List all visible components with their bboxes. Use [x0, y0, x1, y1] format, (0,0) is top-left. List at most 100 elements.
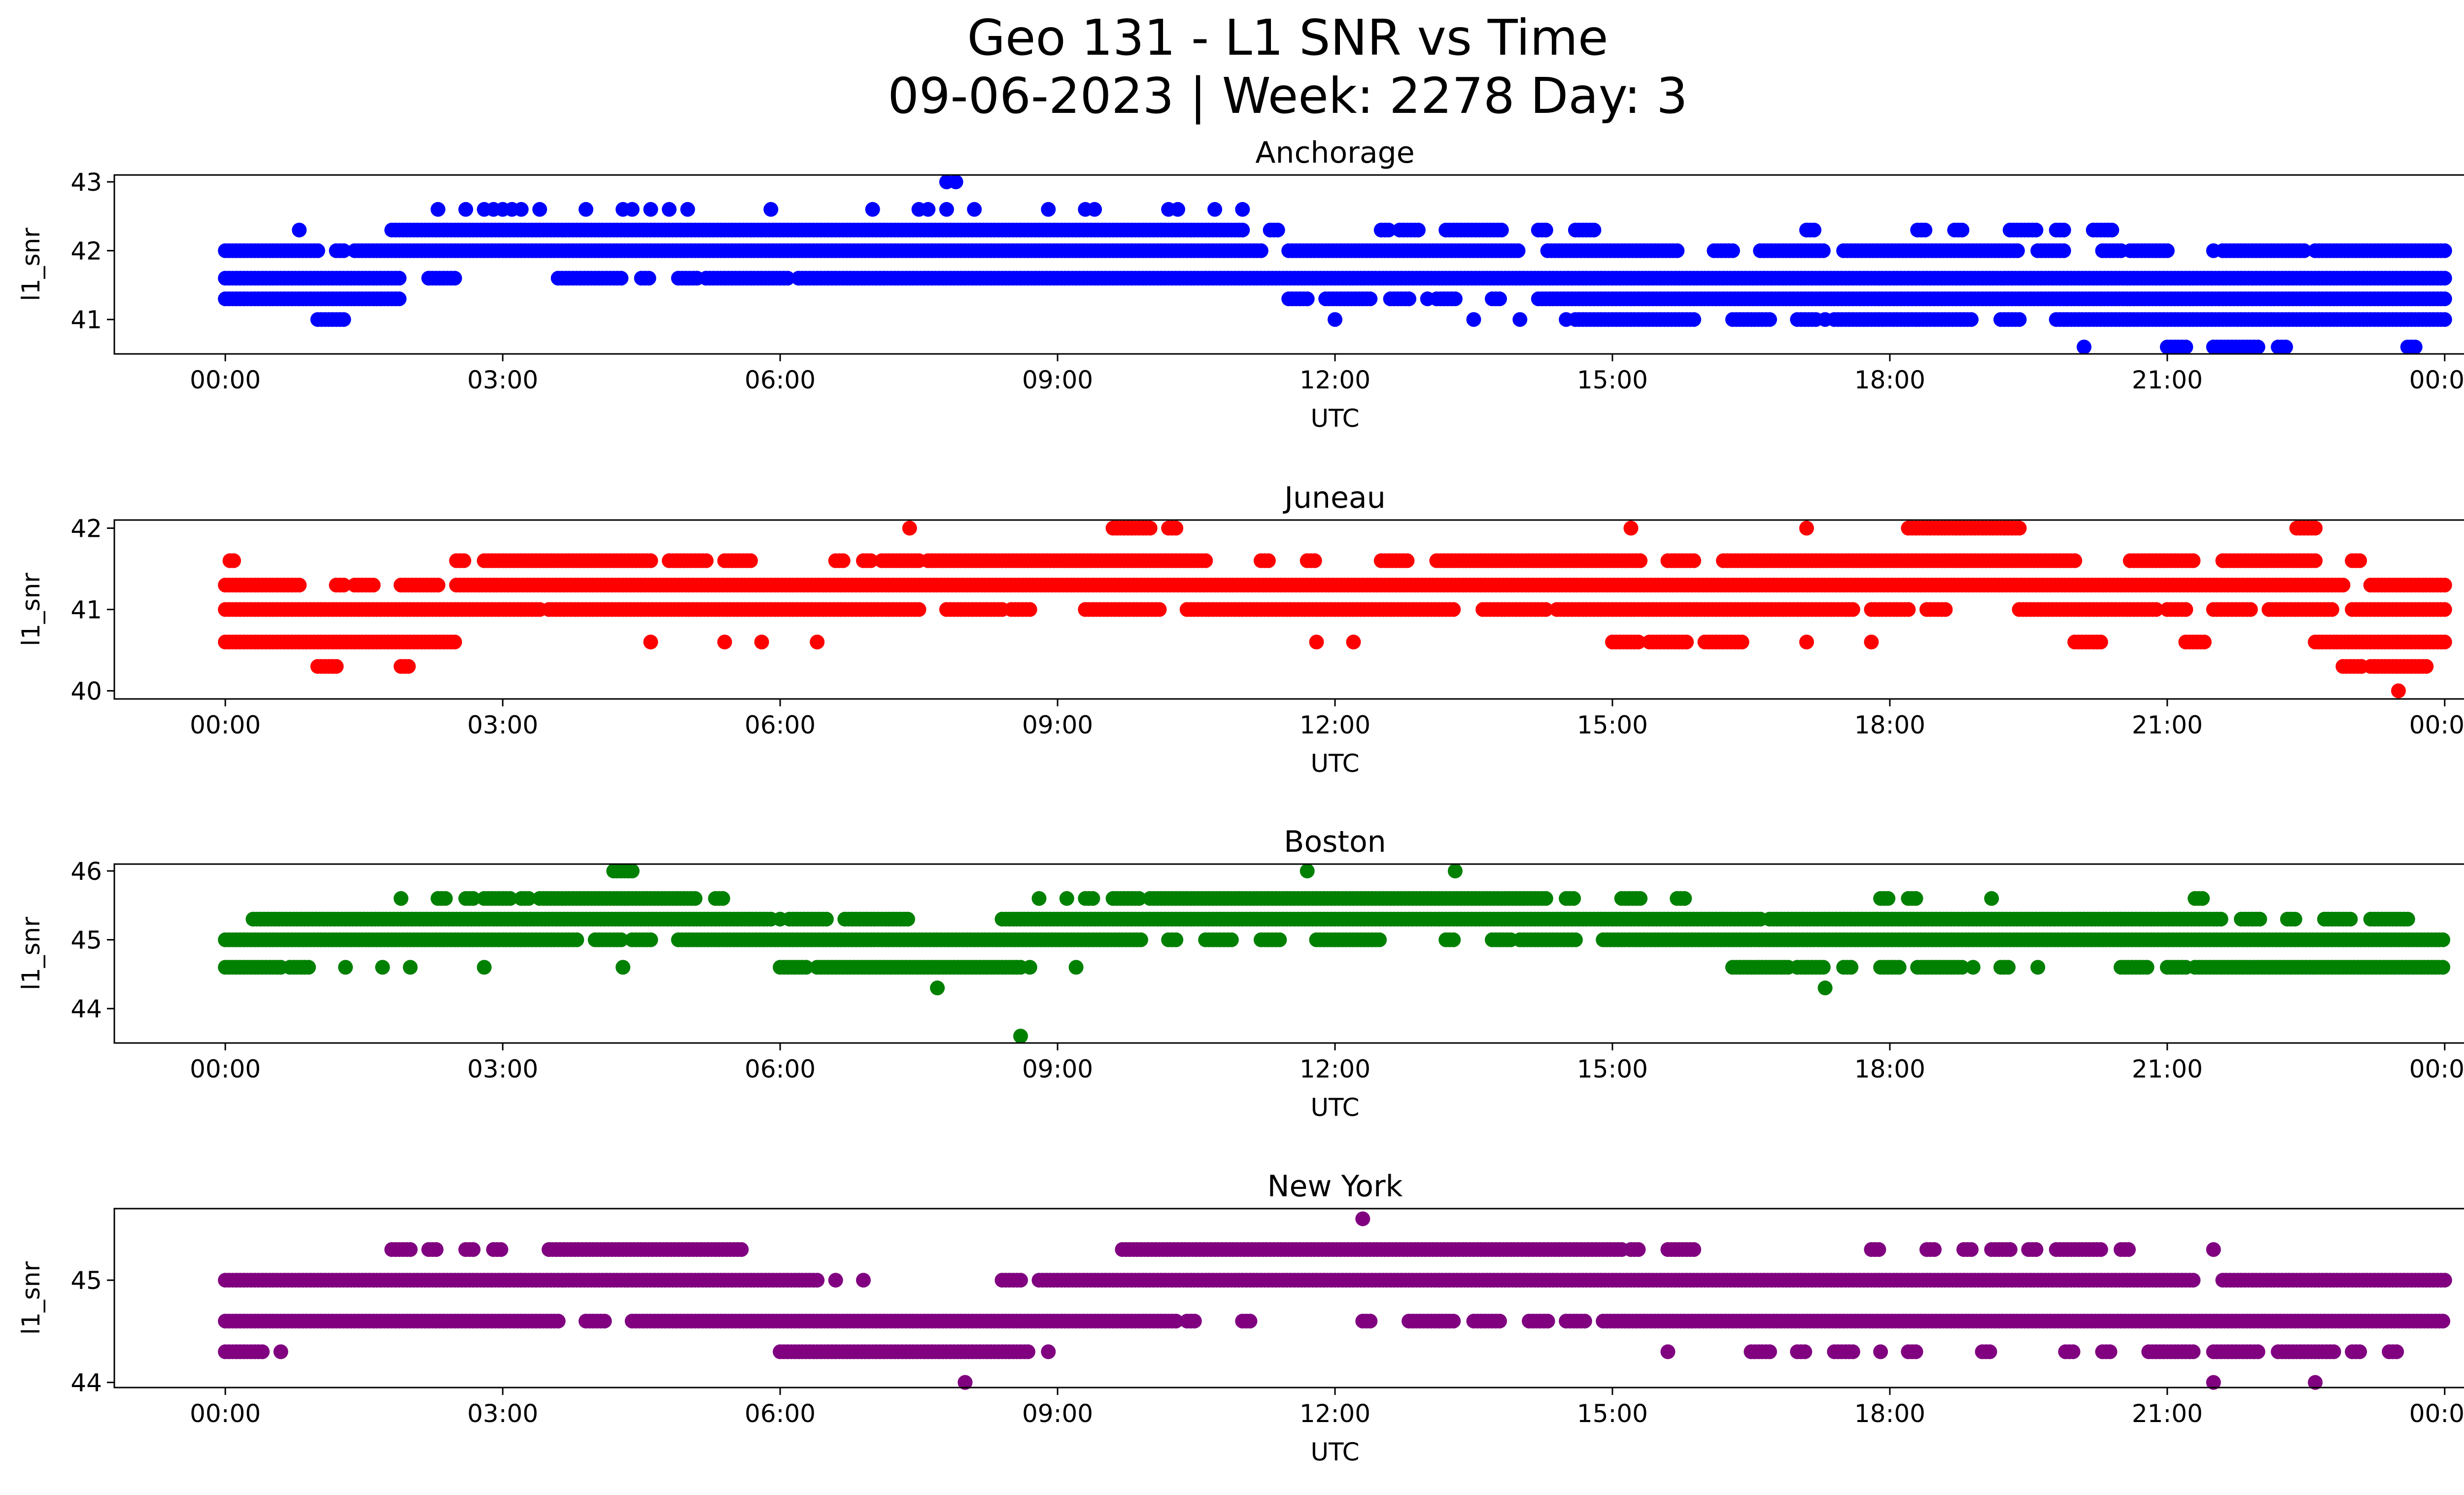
- data-point-juneau: [401, 659, 416, 674]
- data-point-anchorage: [1300, 291, 1315, 307]
- data-point-boston: [643, 932, 658, 947]
- data-point-anchorage: [1917, 222, 1933, 238]
- data-point-anchorage: [579, 202, 593, 217]
- data-point-juneau: [430, 578, 445, 592]
- data-point-boston: [1446, 932, 1461, 947]
- data-point-juneau: [911, 602, 926, 617]
- data-point-anchorage: [1559, 312, 1574, 327]
- data-point-boston: [2435, 932, 2451, 947]
- data-point-boston: [1815, 960, 1831, 975]
- data-point-anchorage: [1494, 222, 1509, 238]
- panel-title: Juneau: [1282, 481, 1385, 515]
- data-point-juneau: [743, 553, 758, 568]
- data-point-anchorage: [1170, 202, 1185, 217]
- data-point-juneau: [1198, 553, 1213, 568]
- data-point-anchorage: [2012, 312, 2027, 327]
- data-point-juneau: [1864, 634, 1879, 650]
- data-point-juneau: [2012, 521, 2027, 536]
- data-point-anchorage: [1363, 291, 1378, 307]
- data-point-anchorage: [1328, 312, 1342, 327]
- data-point-boston: [1891, 960, 1907, 975]
- figure-title-line1: Geo 131 - L1 SNR vs Time: [967, 9, 1608, 67]
- data-point-anchorage: [780, 271, 795, 286]
- data-point-boston: [1568, 932, 1583, 947]
- data-point-boston: [301, 960, 316, 975]
- data-point-anchorage: [1087, 202, 1102, 217]
- data-point-boston: [819, 911, 834, 927]
- data-point-juneau: [2437, 634, 2452, 650]
- data-point-anchorage: [1492, 291, 1507, 307]
- data-point-anchorage: [1670, 243, 1685, 258]
- data-point-anchorage: [1807, 222, 1821, 238]
- data-point-anchorage: [939, 202, 954, 217]
- data-point-boston: [1022, 960, 1037, 975]
- data-point-boston: [2252, 911, 2267, 927]
- x-tick-label: 09:00: [1022, 711, 1093, 739]
- data-point-juneau: [699, 553, 714, 568]
- data-point-boston: [1133, 932, 1148, 947]
- data-point-anchorage: [2028, 222, 2044, 238]
- data-point-juneau: [1307, 553, 1322, 568]
- data-point-anchorage: [643, 202, 658, 217]
- y-tick-label: 43: [70, 168, 102, 197]
- data-point-boston: [1168, 932, 1184, 947]
- data-point-juneau: [1679, 634, 1694, 650]
- data-point-juneau: [2243, 602, 2258, 617]
- data-point-juneau: [2437, 578, 2452, 592]
- data-point-juneau: [902, 521, 917, 536]
- y-tick-label: 42: [70, 237, 102, 266]
- data-point-anchorage: [1817, 312, 1833, 327]
- data-point-juneau: [2419, 659, 2434, 674]
- data-point-boston: [2139, 960, 2155, 975]
- data-point-juneau: [2196, 634, 2212, 650]
- data-point-anchorage: [392, 291, 407, 307]
- y-axis-label: l1_snr: [17, 573, 45, 646]
- data-point-anchorage: [1512, 312, 1528, 327]
- data-point-anchorage: [392, 271, 407, 286]
- data-point-juneau: [226, 553, 241, 568]
- data-point-juneau: [292, 578, 307, 592]
- panel-title: Anchorage: [1255, 136, 1414, 170]
- data-point-anchorage: [458, 202, 474, 217]
- x-tick-label: 18:00: [1854, 711, 1925, 739]
- data-point-anchorage: [865, 202, 880, 217]
- data-point-anchorage: [1510, 243, 1526, 258]
- data-point-juneau: [2335, 578, 2351, 592]
- data-point-anchorage: [447, 271, 462, 286]
- data-point-anchorage: [763, 202, 779, 217]
- data-point-juneau: [1346, 634, 1361, 650]
- data-point-anchorage: [292, 222, 307, 238]
- data-point-boston: [569, 932, 584, 947]
- data-point-anchorage: [513, 202, 529, 217]
- data-point-anchorage: [2437, 291, 2452, 307]
- data-point-juneau: [2093, 634, 2108, 650]
- x-tick-label: 00:00: [190, 366, 261, 394]
- data-point-anchorage: [1270, 222, 1285, 238]
- data-point-anchorage: [2077, 340, 2091, 354]
- data-point-anchorage: [532, 202, 548, 217]
- data-point-juneau: [1938, 602, 1953, 617]
- x-tick-label: 03:00: [467, 366, 538, 394]
- data-point-juneau: [2391, 683, 2406, 698]
- data-point-juneau: [1022, 602, 1037, 617]
- data-point-juneau: [754, 634, 769, 650]
- data-point-anchorage: [2104, 222, 2120, 238]
- data-point-boston: [900, 911, 915, 927]
- data-point-anchorage: [661, 202, 677, 217]
- data-point-juneau: [643, 553, 658, 568]
- y-tick-label: 42: [70, 515, 102, 543]
- data-point-juneau: [1446, 602, 1461, 617]
- x-tick-label: 03:00: [467, 711, 538, 739]
- data-point-anchorage: [2206, 243, 2221, 258]
- data-point-anchorage: [2278, 340, 2293, 354]
- data-point-anchorage: [310, 243, 325, 258]
- x-tick-label: 06:00: [745, 366, 816, 394]
- data-point-anchorage: [1410, 222, 1426, 238]
- data-point-juneau: [717, 634, 732, 650]
- data-point-juneau: [456, 553, 472, 568]
- data-point-juneau: [1400, 553, 1415, 568]
- data-point-juneau: [447, 634, 462, 650]
- data-point-juneau: [1168, 521, 1184, 536]
- data-point-anchorage: [2056, 243, 2071, 258]
- data-point-boston: [2001, 960, 2016, 975]
